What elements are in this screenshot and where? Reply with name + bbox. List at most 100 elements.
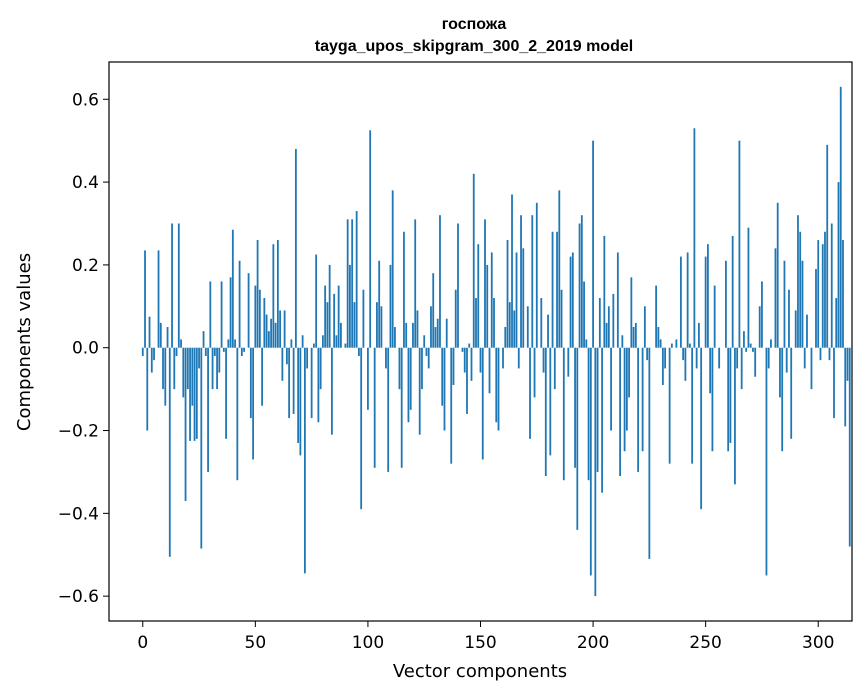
bar-10	[164, 347, 167, 406]
bar-21	[189, 347, 191, 441]
bar-29	[207, 347, 209, 472]
bar-94	[353, 302, 356, 348]
bar-263	[734, 347, 736, 485]
bar-234	[668, 347, 671, 464]
bar-306	[830, 223, 833, 348]
bar-26	[200, 347, 203, 549]
bar-20	[186, 347, 189, 390]
bar-179	[544, 347, 547, 477]
bar-69	[297, 347, 300, 443]
bar-137	[450, 347, 453, 464]
bars-group	[141, 86, 851, 597]
bar-129	[432, 273, 435, 348]
bar-261	[729, 347, 732, 443]
bar-156	[493, 298, 495, 348]
bar-291	[797, 215, 799, 348]
bar-62	[281, 347, 284, 381]
bar-83	[328, 264, 331, 348]
bar-87	[337, 285, 340, 348]
bar-264	[736, 347, 739, 369]
bar-95	[355, 211, 358, 348]
bar-283	[779, 347, 781, 398]
bar-277	[765, 347, 768, 576]
bar-17	[180, 339, 182, 348]
bar-185	[558, 190, 561, 348]
bar-146	[470, 347, 473, 381]
bar-73	[306, 347, 309, 369]
y-axis-label: Components values	[14, 253, 35, 431]
plot-area-frame	[108, 61, 853, 622]
bar-242	[686, 252, 689, 348]
bar-282	[776, 202, 779, 348]
bar-174	[533, 347, 536, 398]
bar-223	[643, 306, 646, 348]
bar-88	[340, 322, 342, 348]
bar-301	[819, 347, 822, 361]
bar-206	[605, 322, 608, 348]
bar-23	[193, 347, 196, 441]
x-axis-label: Vector components	[393, 661, 567, 682]
bar-100	[367, 347, 369, 410]
bar-275	[761, 281, 763, 348]
y-tick-label: 0.2	[72, 256, 99, 276]
bar-215	[625, 347, 628, 431]
bar-155	[490, 252, 493, 348]
bar-33	[216, 347, 218, 390]
bar-123	[418, 347, 421, 435]
x-tick-label: 200	[577, 633, 609, 653]
bar-66	[290, 339, 293, 348]
bar-162	[506, 240, 509, 348]
bar-196	[583, 281, 585, 348]
bar-3	[148, 316, 151, 348]
bar-116	[403, 231, 405, 348]
bar-59	[274, 322, 277, 348]
bar-2	[146, 347, 149, 431]
bar-34	[218, 347, 221, 373]
bar-216	[628, 347, 630, 398]
bar-55	[265, 314, 268, 348]
bar-67	[292, 347, 295, 414]
bar-279	[770, 339, 772, 348]
x-tick-label: 50	[245, 633, 267, 653]
bar-173	[531, 215, 534, 348]
bar-44	[240, 347, 243, 356]
bar-35	[220, 281, 223, 348]
bar-194	[578, 223, 581, 348]
bar-169	[522, 248, 525, 348]
bar-267	[743, 331, 745, 348]
bar-140	[457, 223, 459, 348]
bar-132	[439, 215, 441, 348]
bar-52	[258, 289, 261, 348]
bar-248	[700, 347, 703, 510]
bar-308	[835, 298, 838, 348]
bar-182	[551, 231, 554, 348]
bar-109	[387, 347, 390, 472]
bar-154	[488, 347, 491, 394]
bar-183	[553, 347, 556, 390]
bar-157	[495, 347, 498, 423]
bar-268	[745, 347, 748, 352]
bar-259	[725, 260, 727, 348]
bar-202	[596, 347, 599, 472]
bar-38	[227, 339, 230, 348]
bar-138	[452, 347, 455, 385]
bar-51	[256, 240, 259, 348]
bar-84	[331, 347, 333, 435]
bar-90	[344, 343, 347, 348]
bar-197	[585, 339, 588, 348]
y-tick-label: −0.2	[58, 422, 99, 442]
bar-313	[846, 347, 849, 381]
bar-241	[684, 347, 687, 381]
bar-126	[425, 347, 428, 356]
bar-219	[634, 322, 637, 348]
bar-303	[824, 231, 826, 348]
bar-228	[655, 285, 658, 348]
bar-270	[749, 343, 752, 348]
bar-31	[211, 347, 214, 390]
bar-232	[664, 347, 667, 369]
bar-171	[526, 306, 529, 348]
bar-252	[709, 347, 712, 394]
bar-27	[202, 331, 205, 348]
bar-302	[821, 244, 824, 348]
